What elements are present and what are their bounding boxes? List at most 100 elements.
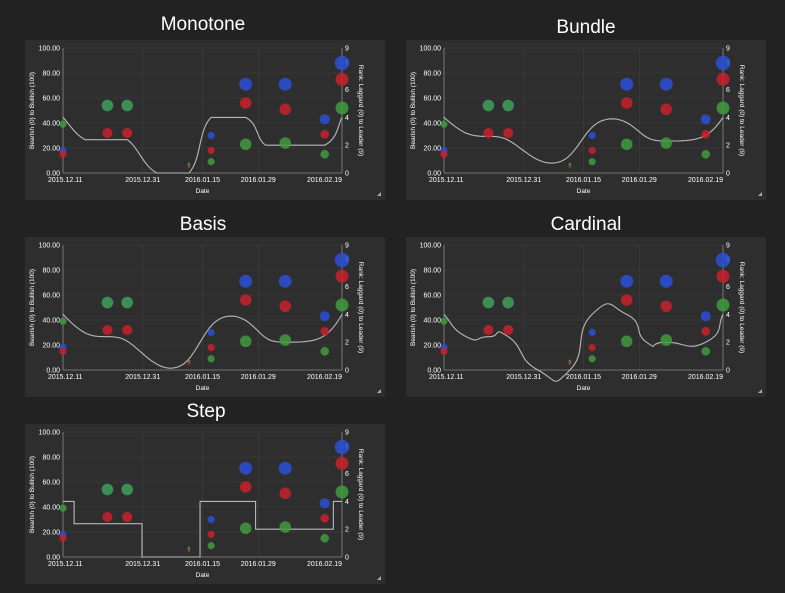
bubble-point (239, 274, 253, 288)
y-tick-label: 80.00 (42, 71, 60, 78)
bubble-point (187, 162, 191, 166)
bubble-point (588, 146, 596, 155)
bubble-point (239, 335, 252, 348)
bubble-point (335, 485, 349, 499)
bubble-point (278, 274, 292, 288)
y2-tick-label: 4 (345, 312, 349, 319)
chart-svg-cardinal: 0.0020.0040.0060.0080.00100.000246892015… (410, 243, 762, 393)
bubble-point (121, 296, 133, 309)
bubble-point (279, 137, 291, 149)
x-tick-label: 2015.12.31 (506, 374, 541, 381)
y2-tick-label: 6 (726, 284, 730, 291)
rank-line (443, 116, 724, 164)
y-tick-label: 60.00 (42, 293, 60, 300)
bubble-point (319, 498, 330, 509)
bubble-point (701, 129, 711, 139)
x-tick-label: 2015.12.11 (48, 561, 83, 568)
bubble-point (122, 127, 133, 139)
x-tick-label: 2015.12.11 (48, 374, 83, 381)
bubble-point (440, 150, 448, 158)
chart-panel-basis: 0.0020.0040.0060.0080.00100.000246892015… (25, 237, 385, 397)
bubble-point (659, 77, 673, 91)
y-tick-label: 80.00 (423, 268, 441, 275)
y-tick-label: 40.00 (42, 318, 60, 325)
x-tick-label: 2016.01.29 (241, 177, 276, 184)
bubble-point (335, 101, 349, 115)
bubble-point (320, 149, 330, 159)
x-tick-label: 2015.12.31 (506, 177, 541, 184)
bubble-point (620, 274, 634, 288)
y2-tick-label: 4 (345, 499, 349, 506)
bubble-point (620, 138, 633, 151)
x-tick-label: 2016.02.19 (307, 561, 342, 568)
x-tick-label: 2016.01.15 (566, 374, 601, 381)
bubble-point (102, 127, 113, 139)
bubble-point (660, 137, 672, 149)
bubble-point (239, 77, 253, 91)
y-tick-label: 60.00 (423, 96, 441, 103)
bubble-point (122, 324, 133, 336)
bubble-point (207, 158, 215, 166)
y-tick-label: 60.00 (423, 293, 441, 300)
bubble-point (335, 298, 349, 312)
chart-panel-monotone: 0.0020.0040.0060.0080.00100.000246892015… (25, 40, 385, 200)
chart-panel-bundle: 0.0020.0040.0060.0080.00100.000246892015… (406, 40, 766, 200)
bubble-point (503, 127, 514, 139)
bubble-point (207, 131, 215, 140)
y2-tick-label: 0 (726, 368, 730, 375)
x-axis-title: Date (196, 385, 210, 392)
bubble-point (588, 328, 596, 337)
bubble-point (278, 77, 292, 91)
bubble-point (239, 461, 253, 475)
x-tick-label: 2016.02.19 (688, 177, 723, 184)
y-tick-label: 60.00 (42, 96, 60, 103)
bubble-point (101, 296, 114, 309)
chart-panel-step: 0.0020.0040.0060.0080.00100.000246892015… (25, 424, 385, 584)
y2-tick-label: 0 (345, 555, 349, 562)
bubble-point (335, 72, 349, 86)
rank-line (63, 500, 342, 558)
y-tick-label: 40.00 (42, 121, 60, 128)
chart-title-monotone: Monotone (160, 14, 246, 35)
y2-tick-label: 4 (345, 115, 349, 122)
bubble-point (279, 521, 291, 533)
bubble-point (335, 456, 349, 470)
x-tick-label: 2016.01.15 (185, 177, 220, 184)
chart-title-cardinal: Cardinal (550, 214, 622, 235)
resize-handle-icon (377, 192, 381, 196)
y2-tick-label: 0 (345, 368, 349, 375)
bubble-point (716, 269, 730, 283)
bubble-point (568, 165, 572, 169)
bubble-point (187, 546, 191, 550)
bubble-point (620, 294, 633, 306)
y-tick-label: 0.00 (427, 171, 441, 178)
y-axis-title: Bearish (0) to Bullish (100) (410, 72, 417, 149)
resize-handle-icon (758, 389, 762, 393)
bubble-point (239, 522, 252, 535)
bubble-point (279, 487, 291, 500)
x-tick-label: 2015.12.11 (48, 177, 83, 184)
y-axis-title: Bearish (0) to Bullish (100) (29, 72, 36, 149)
y2-tick-label: 9 (345, 46, 349, 53)
bubble-point (483, 324, 494, 336)
x-tick-label: 2016.01.29 (241, 374, 276, 381)
bubble-point (59, 504, 67, 512)
y-tick-label: 80.00 (42, 455, 60, 462)
bubble-point (716, 72, 730, 86)
y-tick-label: 100.00 (39, 243, 61, 250)
y2-tick-label: 6 (345, 471, 349, 478)
bubble-point (700, 114, 711, 125)
y-tick-label: 0.00 (46, 171, 60, 178)
y2-tick-label: 9 (726, 46, 730, 53)
bubble-point (101, 483, 114, 496)
bubble-point (279, 103, 291, 116)
bubble-point (701, 149, 711, 159)
bubble-point (502, 99, 514, 112)
bubble-point (660, 103, 672, 116)
x-tick-label: 2016.01.15 (185, 561, 220, 568)
bubble-point (620, 335, 633, 348)
bubble-point (101, 99, 114, 112)
bubble-point (568, 162, 572, 166)
chart-title-basis: Basis (179, 214, 227, 235)
bubble-point (320, 129, 330, 139)
